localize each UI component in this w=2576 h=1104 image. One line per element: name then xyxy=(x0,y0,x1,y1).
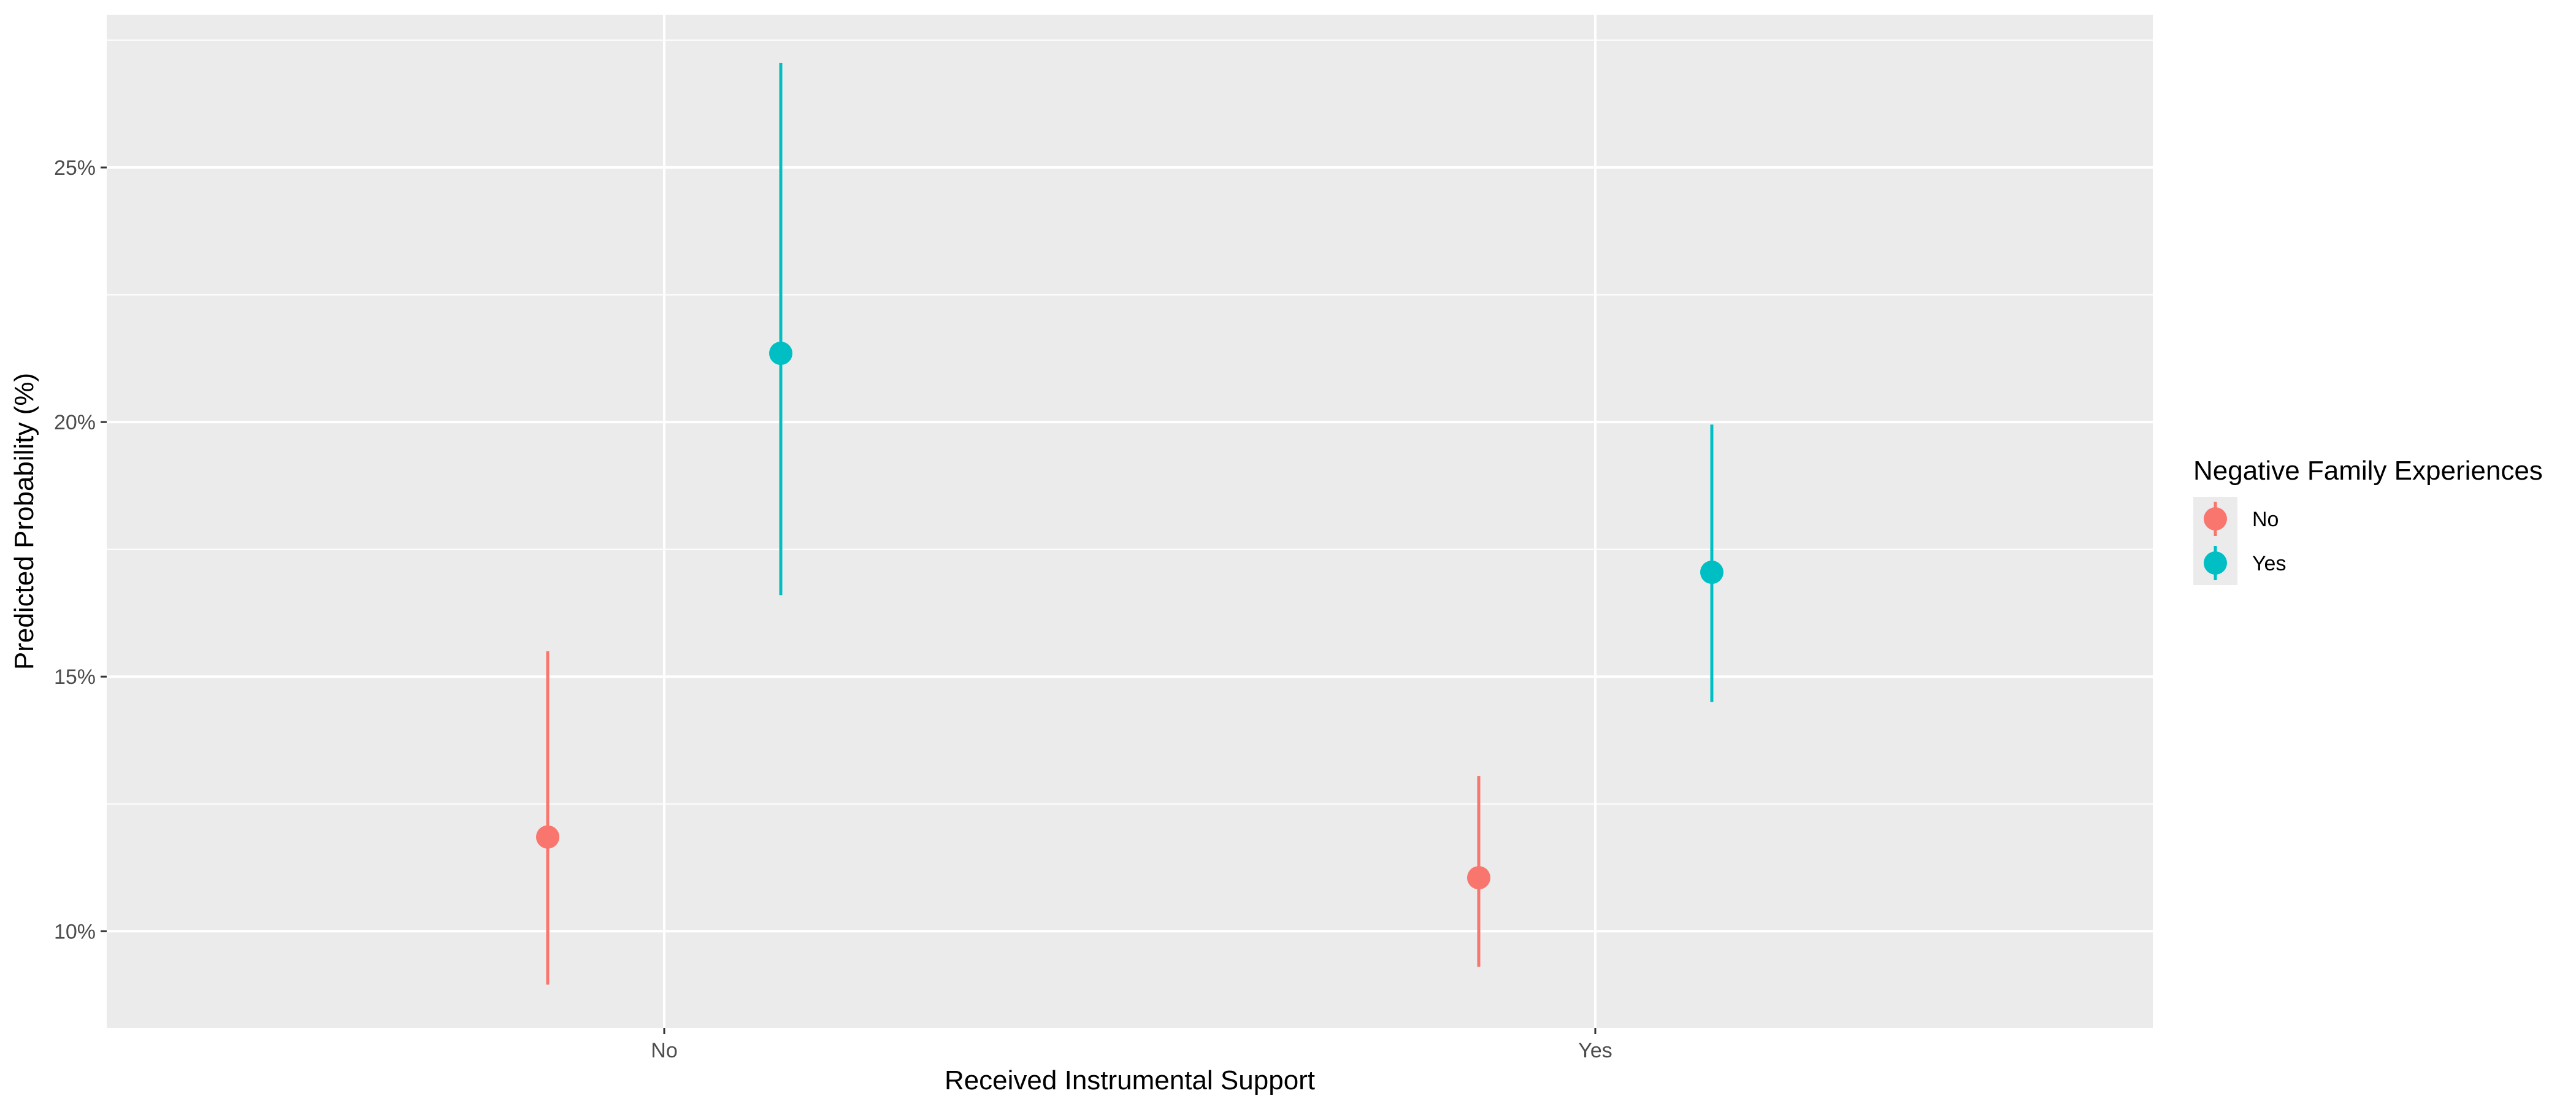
legend-keys xyxy=(2204,502,2227,580)
point-yes xyxy=(769,342,792,366)
y-axis-ticks: 10% 15% 20% 25% xyxy=(54,156,107,943)
x-axis-title: Received Instrumental Support xyxy=(945,1065,1315,1095)
y-tick-label: 10% xyxy=(54,920,96,943)
point-no xyxy=(536,825,559,849)
minor-gridlines xyxy=(107,39,2153,805)
y-tick-label: 15% xyxy=(54,665,96,689)
panel-background xyxy=(107,15,2153,1028)
x-tick-label: No xyxy=(651,1039,677,1062)
y-tick-label: 20% xyxy=(54,411,96,434)
point-no xyxy=(1467,866,1490,890)
major-gridlines xyxy=(107,15,2153,1028)
y-axis-title: Predicted Probability (%) xyxy=(9,373,39,670)
legend-label-no: No xyxy=(2252,508,2279,531)
y-tick-label: 25% xyxy=(54,156,96,180)
point-yes xyxy=(1700,561,1723,585)
legend-title: Negative Family Experiences xyxy=(2193,456,2543,486)
legend-key-point-yes xyxy=(2204,551,2227,575)
legend-key-point-no xyxy=(2204,507,2227,531)
legend-label-yes: Yes xyxy=(2252,552,2286,575)
legend: Negative Family Experiences No Yes xyxy=(2193,456,2543,585)
x-tick-label: Yes xyxy=(1578,1039,1612,1062)
x-axis-ticks: No Yes xyxy=(651,1028,1612,1062)
plot-marks xyxy=(536,63,1723,985)
